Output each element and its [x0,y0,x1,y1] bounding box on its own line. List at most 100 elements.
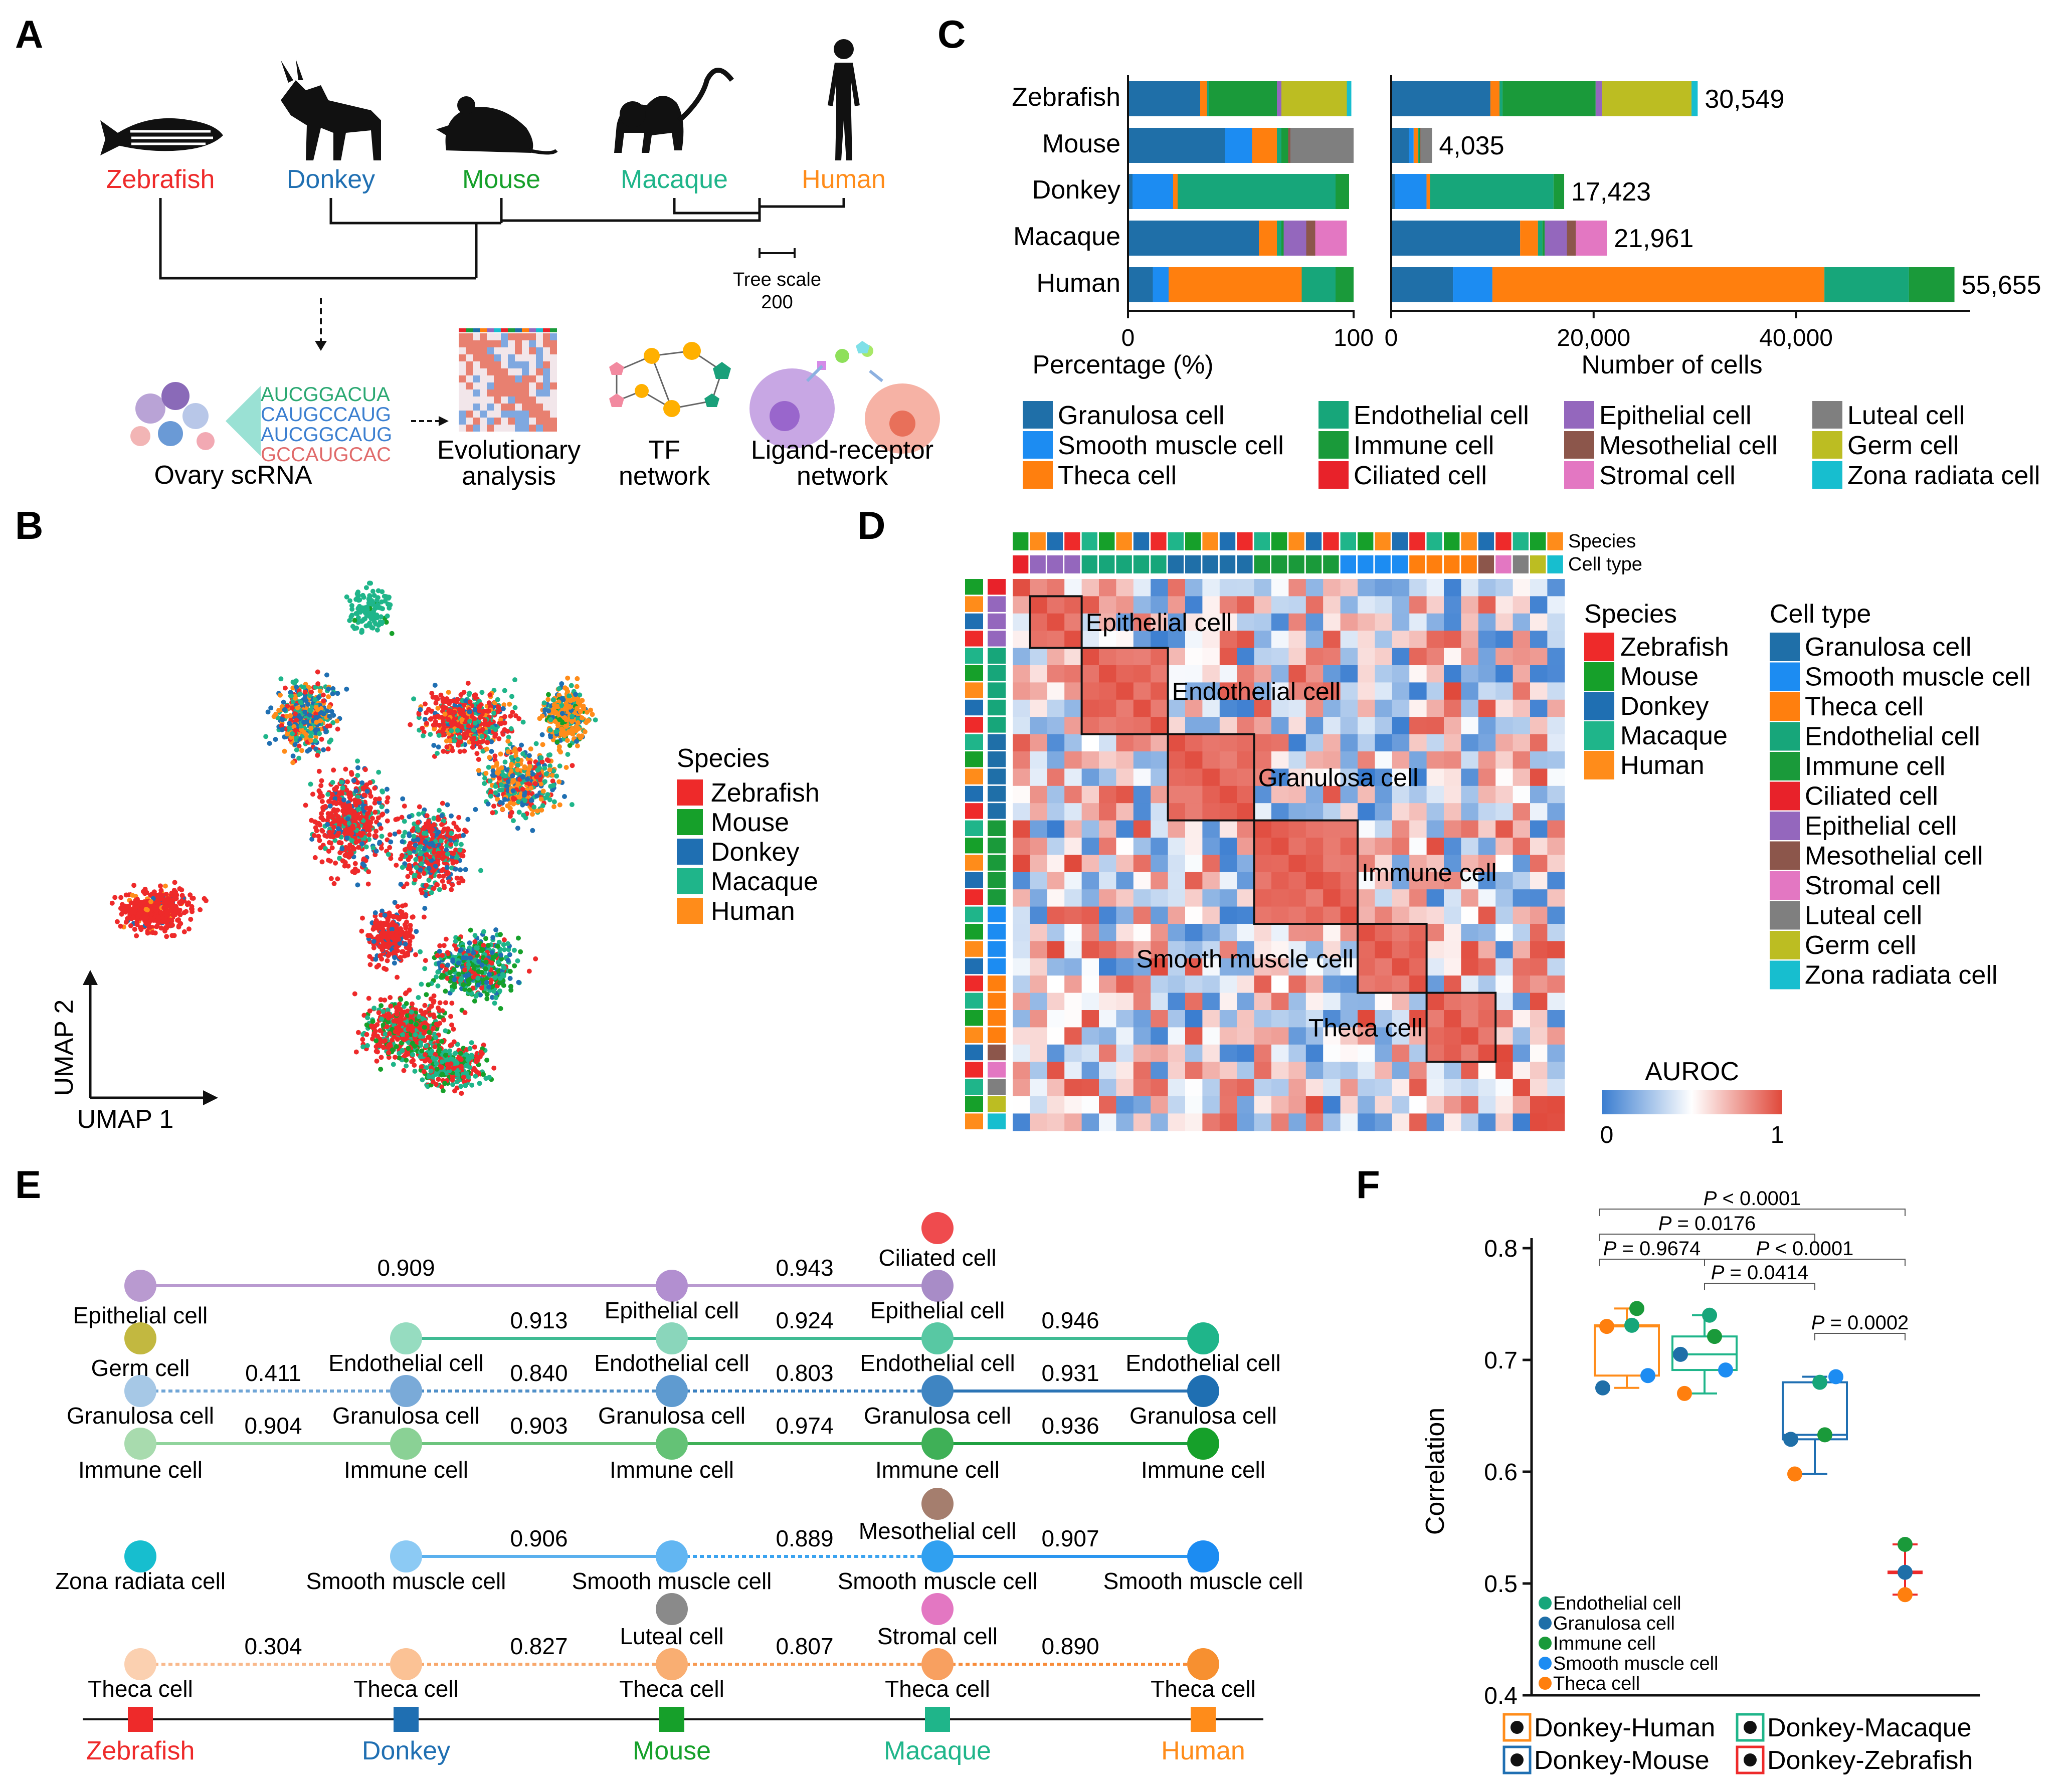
mini-heat-cell [473,368,480,375]
umap-point [467,987,472,993]
umap-point [409,1019,414,1024]
mini-heat-cell [494,340,501,347]
umap-point [432,816,437,821]
mini-heat-cell [515,340,522,347]
umap-point [479,734,484,739]
umap-point [411,834,416,839]
umap-point [467,719,472,724]
umap-point [131,915,136,920]
umap-point [186,900,191,905]
umap-point [508,969,513,974]
umap-point [170,912,175,917]
mini-heat-cell [536,404,543,411]
umap-point [436,1077,441,1082]
umap-point [547,798,552,803]
umap-point [533,781,538,786]
percentage-bar-segment [1290,128,1354,163]
mini-heat-cell [473,354,480,361]
umap-point [512,963,517,968]
umap-point [430,832,435,837]
umap-point [546,708,551,713]
umap-point [448,738,453,743]
umap-point [345,816,350,821]
umap-point [365,811,370,816]
umap-point [343,767,348,772]
umap-point [307,713,312,718]
umap-point [371,939,376,944]
umap-point [400,797,405,802]
umap-point [454,842,459,847]
mini-heat-cell [543,397,550,404]
umap-point [304,698,309,703]
umap-point [450,748,455,753]
umap-point [387,602,392,607]
umap-point [198,907,203,912]
umap-point [458,978,463,983]
umap-point [439,868,444,873]
mini-heat-cell [529,389,536,397]
umap-point [465,729,470,734]
mini-heat-cell [487,361,494,368]
percentage-bar-segment [1315,221,1347,256]
mini-heat-cell [466,368,473,375]
tree-scale-bar [760,248,795,258]
percentage-bar-segment [1281,128,1288,163]
umap-point [440,1059,445,1064]
umap-point [420,726,425,731]
umap-point [427,878,432,883]
umap-point [400,853,405,858]
umap-point [418,707,423,712]
umap-point [318,790,323,796]
umap-point [172,893,177,898]
mini-heat-cell [536,418,543,425]
umap-point [468,955,473,960]
umap-point [466,962,471,967]
umap-point [143,920,148,925]
mini-heat-cell [459,347,466,354]
sequence-line: CAUGCCAUG [261,404,391,426]
mini-heat-cell [501,389,508,397]
umap-point [499,765,504,770]
umap-point [332,800,337,805]
umap-point [202,896,207,901]
percentage-bar-segment [1128,267,1153,302]
umap-point [570,802,575,807]
umap-point [392,955,397,960]
mini-heat-cell [522,354,529,361]
umap-point [344,687,349,692]
umap-point [427,866,432,871]
mini-heat-track [543,328,550,332]
umap-point [403,1053,408,1058]
umap-point [539,755,544,760]
umap-point [434,1082,439,1087]
umap-point [319,815,324,820]
umap-point [525,770,530,775]
umap-point [515,958,520,963]
umap-point [333,861,338,866]
umap-point [534,794,539,799]
umap-point [376,816,381,821]
umap-point [499,787,504,793]
mini-heat-track [508,328,515,332]
mini-heat-cell [508,397,515,404]
umap-point [361,857,366,862]
umap-point [580,704,585,709]
umap-point [327,830,332,835]
umap-point [330,780,335,785]
umap-point [556,779,561,784]
umap-point [490,935,495,940]
umap-point [148,899,153,904]
umap-point [551,804,556,809]
mini-heat-cell [543,354,550,361]
umap-point [303,690,308,695]
mini-heat-cell [543,333,550,340]
umap-point [314,727,319,732]
umap-point [565,676,570,681]
umap-point [421,733,426,738]
umap-point [346,864,351,869]
umap-point [557,803,562,808]
mini-heat-cell [515,418,522,425]
umap-point [429,890,434,895]
umap-point [182,910,187,915]
